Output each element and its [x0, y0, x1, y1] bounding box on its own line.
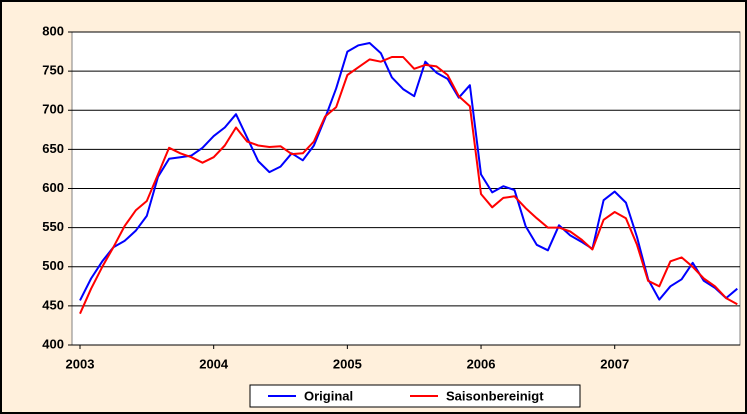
x-tick-label: 2003	[66, 356, 95, 371]
y-tick-label: 800	[42, 23, 64, 38]
x-tick-label: 2007	[600, 356, 629, 371]
x-tick-label: 2005	[333, 356, 362, 371]
x-tick-label: 2006	[467, 356, 496, 371]
y-tick-label: 550	[42, 219, 64, 234]
legend-label: Original	[304, 388, 353, 403]
series-line	[79, 56, 738, 315]
y-tick-label: 600	[42, 180, 64, 195]
y-tick-label: 750	[42, 63, 64, 78]
legend-label: Saisonbereinigt	[446, 388, 544, 403]
y-tick-label: 500	[42, 258, 64, 273]
y-tick-label: 450	[42, 297, 64, 312]
x-tick-label: 2004	[199, 356, 229, 371]
y-tick-label: 400	[42, 336, 64, 351]
y-tick-label: 700	[42, 102, 64, 117]
y-tick-label: 650	[42, 141, 64, 156]
